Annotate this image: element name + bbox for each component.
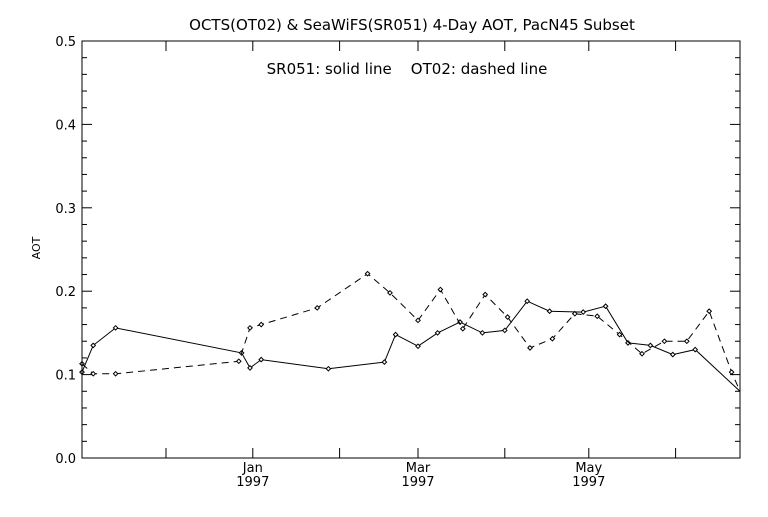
data-point-ot02 [387,289,393,296]
data-point-ot02 [661,338,668,345]
x-tick-label-month: Jan [242,461,263,476]
x-tick-label-month: Mar [406,461,431,476]
series-ot02 [79,270,741,392]
data-point-sr051 [247,365,253,371]
data-point-ot02 [90,370,97,377]
y-tick-label: 0.5 [55,35,76,50]
data-point-sr051 [546,308,553,315]
data-point-ot02 [112,370,119,377]
data-point-ot02 [258,321,265,328]
data-point-ot02 [247,324,253,331]
data-point-ot02 [415,317,421,324]
x-tick-label-year: 1997 [572,475,605,490]
data-point-sr051 [479,329,486,336]
y-tick-label: 0.2 [55,285,76,300]
data-point-sr051 [669,351,676,358]
y-tick-label: 0.1 [55,369,76,384]
data-point-sr051 [434,329,441,336]
data-point-sr051 [258,356,265,363]
data-point-ot02 [549,335,556,342]
data-point-sr051 [90,342,97,349]
data-point-ot02 [594,313,601,320]
y-axis-label: AOT [30,236,43,259]
data-point-sr051 [625,340,631,346]
series-layer [79,270,741,392]
legend-annotation: SR051: solid line OT02: dashed line [267,60,548,78]
x-tick-label-year: 1997 [236,475,269,490]
y-tick-label: 0.0 [55,452,76,467]
data-point-sr051 [602,303,609,310]
data-point-ot02 [616,331,623,338]
data-point-ot02 [364,270,371,277]
data-point-ot02 [482,291,489,298]
data-point-ot02 [571,310,578,317]
data-point-sr051 [415,343,421,350]
data-point-sr051 [392,331,399,338]
data-point-ot02 [639,350,645,357]
data-point-sr051 [692,346,699,353]
data-point-sr051 [524,298,531,305]
series-sr051 [79,298,741,392]
data-point-ot02 [683,338,690,345]
data-point-sr051 [112,324,119,331]
data-point-ot02 [459,325,466,332]
x-tick-label-month: May [575,461,602,476]
data-point-sr051 [647,342,654,349]
chart-title: OCTS(OT02) & SeaWiFS(SR051) 4-Day AOT, P… [189,16,635,34]
data-point-ot02 [527,345,533,351]
y-tick-label: 0.4 [55,118,76,133]
data-point-ot02 [314,304,321,311]
y-tick-label: 0.3 [55,202,76,217]
data-point-sr051 [381,359,388,365]
data-point-ot02 [504,314,511,320]
data-point-sr051 [325,365,332,372]
x-tick-label-year: 1997 [401,475,434,490]
data-point-ot02 [706,308,713,315]
data-point-sr051 [501,327,508,334]
data-point-sr051 [580,309,587,315]
plot-frame [81,40,741,459]
data-point-ot02 [437,286,444,293]
data-point-ot02 [235,358,242,365]
